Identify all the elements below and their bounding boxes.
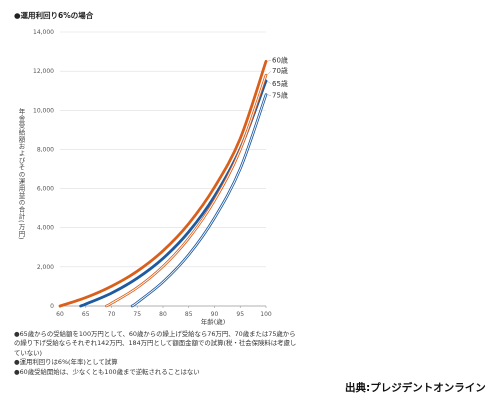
y-tick-label: 8,000 <box>37 146 54 153</box>
note-2: ●運用利回りは6%(年率)として試算 <box>14 358 118 367</box>
x-tick-label: 90 <box>211 311 219 318</box>
y-tick-label: 14,000 <box>33 29 54 36</box>
note-1: ●65歳からの受給額を100万円として、60歳からの繰上げ受給なら76万円、70… <box>14 330 297 357</box>
series-label: 75歳 <box>272 91 288 100</box>
source-credit: 出典:プレジデントオンライン <box>345 382 486 394</box>
x-tick-label: 75 <box>133 311 141 318</box>
series-60-line <box>58 59 268 308</box>
x-tick-label: 65 <box>82 311 90 318</box>
series-label-leader <box>266 60 272 62</box>
x-axis-label: 年齢(歳) <box>201 317 226 326</box>
series-label-leader <box>266 70 272 76</box>
y-tick-label: 6,000 <box>37 186 54 193</box>
series-70-line-outer <box>105 73 268 308</box>
series-label: 65歳 <box>272 79 288 88</box>
series-label-leader <box>266 94 272 96</box>
y-tick-label: 10,000 <box>33 107 54 114</box>
note-3: ●60歳受給開始は、少なくとも100歳まで逆転されることはない <box>14 367 200 376</box>
x-tick-label: 80 <box>159 311 167 318</box>
x-tick-label: 70 <box>108 311 116 318</box>
y-tick-label: 12,000 <box>33 68 54 75</box>
notes: ●65歳からの受給額を100万円として、60歳からの繰上げ受給なら76万円、70… <box>14 330 299 377</box>
line-chart: 0 2,000 4,000 6,000 8,000 10,000 12,000 14,000 6… <box>33 29 288 326</box>
series-70-line-inner <box>105 74 267 307</box>
tick-labels: 0 2,000 4,000 6,000 8,000 10,000 12,000 14,000 6… <box>33 29 272 318</box>
series-75-line-inner <box>131 94 267 307</box>
x-tick-label: 100 <box>260 311 272 318</box>
x-tick-label: 60 <box>56 311 64 318</box>
chart-title: ●運用利回り6%の場合 <box>14 11 94 20</box>
y-tick-label: 4,000 <box>37 225 54 232</box>
y-axis-label: 年金受給額およびその運用益の合計(万円) <box>17 108 25 241</box>
y-tick-label: 0 <box>50 303 54 310</box>
series-labels: 60歳 65歳 70歳 75歳 <box>266 55 288 100</box>
x-tick-label: 95 <box>236 311 244 318</box>
x-tick-label: 85 <box>185 311 193 318</box>
series-label-leader <box>266 80 272 85</box>
series-label: 70歳 <box>272 66 288 75</box>
y-tick-label: 2,000 <box>37 264 54 271</box>
series-label: 60歳 <box>272 55 288 64</box>
series-lines <box>58 59 268 308</box>
